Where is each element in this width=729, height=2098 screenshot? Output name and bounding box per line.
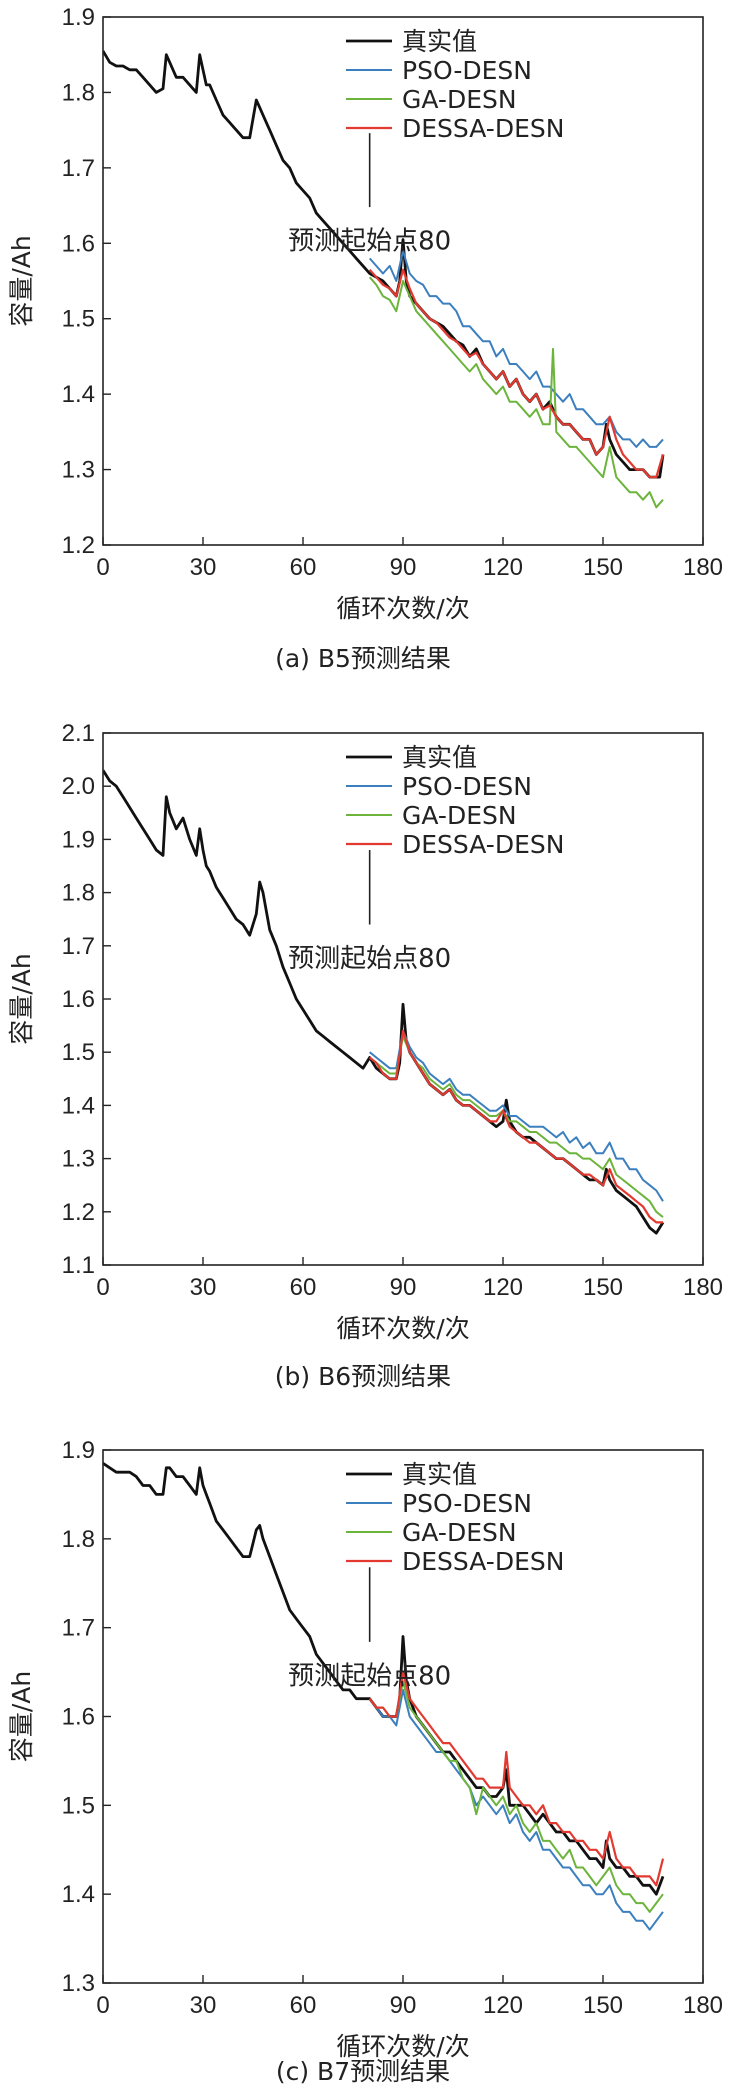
legend-label: GA-DESN: [402, 1518, 517, 1547]
x-tick-label: 0: [96, 1274, 109, 1301]
y-tick-label: 1.9: [62, 4, 95, 31]
panel-caption: (a) B5预测结果: [275, 644, 451, 673]
series-line-1: [103, 769, 665, 1235]
y-tick-label: 1.7: [62, 933, 95, 960]
legend-label: DESSA-DESN: [402, 830, 564, 859]
x-tick-label: 0: [96, 1992, 109, 2019]
y-tick-label: 1.8: [62, 79, 95, 106]
y-tick-label: 2.0: [62, 773, 95, 800]
y-tick-label: 1.6: [62, 230, 95, 257]
legend-label: PSO-DESN: [402, 1489, 532, 1518]
x-tick-label: 60: [290, 554, 317, 581]
legend-label: 真实值: [402, 743, 477, 772]
x-tick-label: 90: [390, 1274, 417, 1301]
x-tick-label: 90: [390, 554, 417, 581]
x-tick-label: 60: [290, 1992, 317, 2019]
x-axis-title: 循环次数/次: [336, 1314, 469, 1343]
y-tick-label: 1.7: [62, 1615, 95, 1642]
series-line-4: [369, 1029, 663, 1224]
y-tick-label: 1.3: [62, 1970, 95, 1997]
chart-panel-3: 0 30 60 90 120 150 180 1.3 1.4 1.5 1.6 1.7 1.8 1.9 循环次…: [7, 1437, 723, 2086]
legend-label: DESSA-DESN: [402, 1547, 564, 1576]
y-tick-label: 1.4: [62, 1881, 95, 1908]
prediction-start-label: 预测起始点80: [288, 1662, 451, 1692]
y-tick-label: 1.2: [62, 532, 95, 559]
y-tick-label: 1.4: [62, 381, 95, 408]
y-tick-label: 1.5: [62, 1792, 95, 1819]
series-line-2: [368, 1688, 664, 1931]
legend-label: 真实值: [402, 1460, 477, 1489]
series-line-2: [368, 249, 664, 448]
prediction-start-label: 预测起始点80: [288, 226, 451, 256]
series-line-3: [368, 276, 664, 509]
legend-label: GA-DESN: [402, 801, 517, 830]
y-axis-title: 容量/Ah: [7, 953, 36, 1044]
x-axis-title: 循环次数/次: [336, 2032, 469, 2061]
y-tick-label: 1.9: [62, 1437, 95, 1464]
panel-caption: (c) B7预测结果: [276, 2057, 450, 2086]
y-tick-label: 1.5: [62, 306, 95, 333]
x-tick-label: 30: [190, 1992, 217, 2019]
y-tick-label: 1.4: [62, 1092, 95, 1119]
x-tick-label: 120: [483, 554, 523, 581]
x-tick-label: 0: [96, 554, 109, 581]
y-tick-label: 1.7: [62, 155, 95, 182]
x-tick-label: 120: [483, 1992, 523, 2019]
x-tick-label: 150: [583, 554, 623, 581]
y-tick-label: 1.5: [62, 1039, 95, 1066]
chart-panel-2: 0 30 60 90 120 150 180 1.1 1.2 1.3 1.4 1.5 1.6 1.7 1.8…: [7, 720, 723, 1391]
legend-label: PSO-DESN: [402, 56, 532, 85]
y-tick-label: 2.1: [62, 720, 95, 747]
y-tick-label: 1.3: [62, 457, 95, 484]
x-tick-label: 90: [390, 1992, 417, 2019]
series-line-2: [369, 1029, 664, 1202]
y-tick-label: 1.1: [62, 1252, 95, 1279]
series-line-1: [103, 50, 665, 479]
x-tick-label: 150: [583, 1274, 623, 1301]
y-tick-label: 1.9: [62, 826, 95, 853]
y-tick-label: 1.2: [62, 1199, 95, 1226]
x-tick-label: 180: [683, 1274, 723, 1301]
x-tick-label: 60: [290, 1274, 317, 1301]
x-tick-label: 180: [683, 1992, 723, 2019]
y-axis-title: 容量/Ah: [7, 235, 36, 326]
y-axis-title: 容量/Ah: [7, 1671, 36, 1762]
legend-label: 真实值: [402, 27, 477, 56]
legend-label: PSO-DESN: [402, 772, 532, 801]
x-tick-label: 120: [483, 1274, 523, 1301]
y-tick-label: 1.6: [62, 986, 95, 1013]
y-tick-label: 1.8: [62, 880, 95, 907]
y-tick-label: 1.3: [62, 1146, 95, 1173]
prediction-start-label: 预测起始点80: [288, 944, 451, 974]
x-tick-label: 180: [683, 554, 723, 581]
y-tick-label: 1.8: [62, 1526, 95, 1553]
series-line-3: [369, 1035, 664, 1218]
series-line-4: [368, 1670, 665, 1887]
x-tick-label: 150: [583, 1992, 623, 2019]
y-tick-label: 1.6: [62, 1704, 95, 1731]
x-tick-label: 30: [190, 554, 217, 581]
x-axis-title: 循环次数/次: [336, 594, 469, 623]
series-line-3: [368, 1680, 664, 1913]
chart-panel-1: 0 30 60 90 120 150 180 1.2 1.3 1.4 1.5 1.6 1.7 1.8 1.9…: [7, 4, 723, 673]
series-line-4: [368, 268, 665, 479]
legend-label: DESSA-DESN: [402, 114, 564, 143]
legend-label: GA-DESN: [402, 85, 517, 114]
panel-caption: (b) B6预测结果: [275, 1362, 451, 1391]
x-tick-label: 30: [190, 1274, 217, 1301]
